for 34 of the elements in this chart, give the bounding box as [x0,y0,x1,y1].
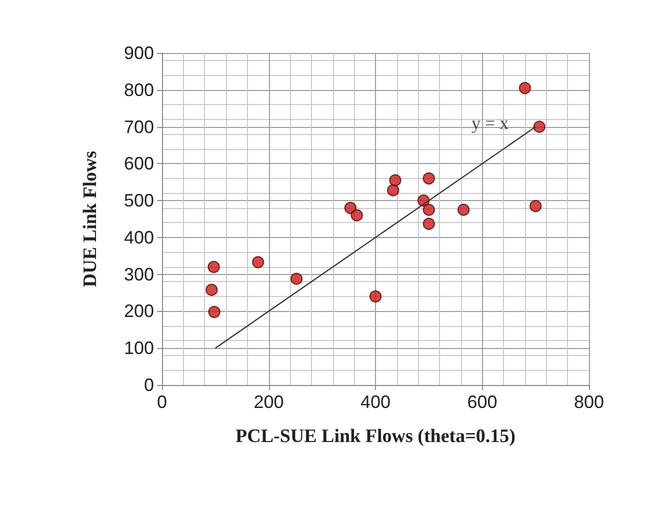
y-tick-label: 700 [124,116,154,137]
point [422,172,435,185]
point [387,184,400,196]
y-axis-title: DUE Link Flows [80,150,101,288]
point [457,204,470,216]
y-tick-label: 100 [124,338,154,358]
y-tick-label: 600 [124,154,154,174]
point [252,256,264,268]
point [533,120,546,133]
x-tick-label: 200 [254,392,284,412]
y-tick-label: 800 [124,80,154,100]
point [369,290,382,303]
point [208,306,220,318]
point [530,200,542,212]
y-tick-label: 300 [124,264,154,284]
point [422,218,435,230]
y-tick-label: 900 [124,43,154,63]
point [389,174,402,186]
y-tick-label: 400 [124,227,154,248]
x-tick-label: 800 [574,392,604,412]
x-tick-label: 0 [156,392,168,412]
point [344,202,357,214]
point [290,272,303,285]
x-tick-label: 400 [360,392,391,412]
point [208,260,220,274]
x-axis-title: PCL-SUE Link Flows (theta=0.15) [235,426,516,447]
x-tick-label: 600 [467,392,498,412]
point [206,284,218,296]
y-tick-label: 200 [124,301,154,322]
y-tick-label: 0 [144,375,154,395]
point [518,82,532,94]
point [422,204,435,216]
point [350,209,363,222]
y-tick-label: 500 [124,190,154,211]
